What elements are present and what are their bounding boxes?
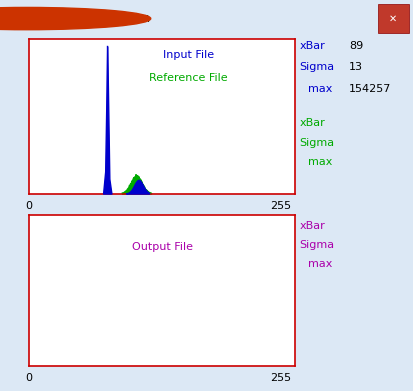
FancyBboxPatch shape bbox=[378, 4, 409, 33]
Text: max: max bbox=[308, 157, 332, 167]
Text: Reference File: Reference File bbox=[150, 73, 228, 83]
Text: max: max bbox=[308, 84, 332, 94]
Text: Sigma: Sigma bbox=[299, 138, 335, 148]
Text: 255: 255 bbox=[270, 201, 291, 211]
Text: 0: 0 bbox=[25, 373, 32, 383]
Text: 0: 0 bbox=[25, 201, 32, 211]
Text: Output File: Output File bbox=[132, 242, 192, 252]
Text: 13: 13 bbox=[349, 63, 363, 72]
Text: xBar: xBar bbox=[299, 221, 325, 231]
Text: Sigma: Sigma bbox=[299, 63, 335, 72]
Text: Histogram Form: Histogram Form bbox=[50, 12, 150, 25]
Text: max: max bbox=[308, 260, 332, 269]
Text: 154257: 154257 bbox=[349, 84, 392, 94]
Text: xBar: xBar bbox=[299, 41, 325, 51]
Text: Sigma: Sigma bbox=[299, 240, 335, 250]
Circle shape bbox=[0, 7, 151, 30]
Text: 255: 255 bbox=[270, 373, 291, 383]
Text: Input File: Input File bbox=[163, 50, 214, 60]
Text: 89: 89 bbox=[349, 41, 363, 51]
Text: ✕: ✕ bbox=[389, 14, 397, 23]
Text: xBar: xBar bbox=[299, 118, 325, 128]
